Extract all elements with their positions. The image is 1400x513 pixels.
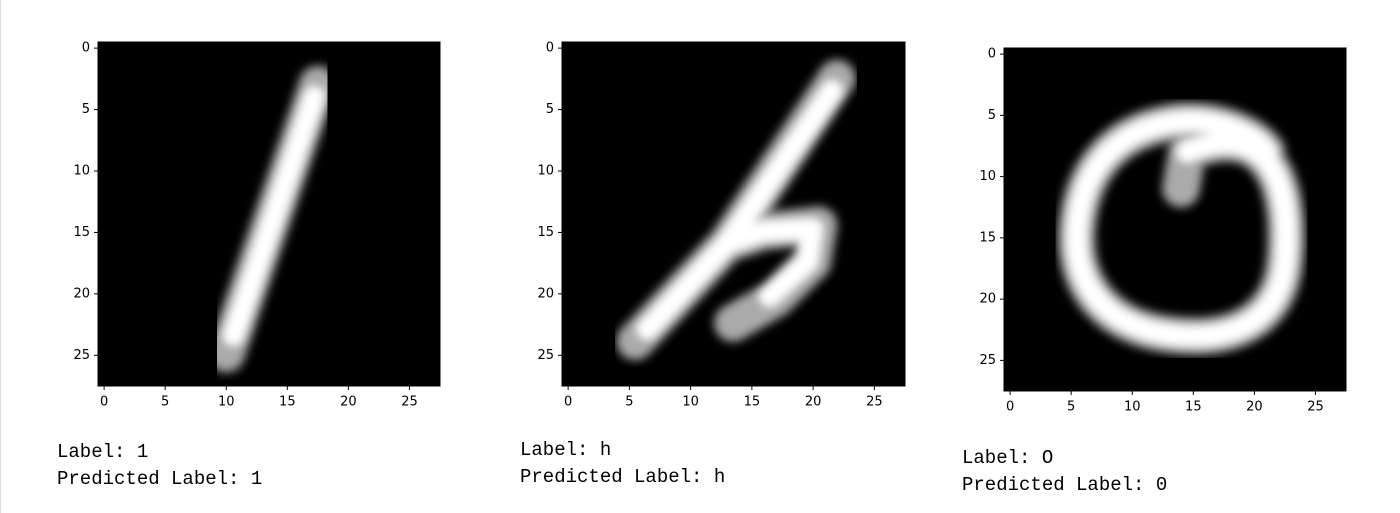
caption: Predicted Label: 0 — [962, 474, 1167, 496]
y-tick-label: 15 — [537, 225, 554, 240]
x-tick-label: 10 — [218, 395, 235, 410]
x-tick-label: 20 — [805, 395, 822, 410]
y-tick-label: 15 — [73, 225, 90, 240]
x-tick-label: 5 — [1067, 400, 1075, 415]
y-tick-label: 0 — [546, 41, 554, 56]
x-tick-label: 15 — [279, 395, 296, 410]
y-tick-label: 0 — [988, 47, 996, 62]
y-tick-label: 0 — [82, 41, 90, 56]
y-tick-label: 25 — [73, 348, 90, 363]
y-tick-label: 10 — [979, 169, 996, 184]
caption: Predicted Label: 1 — [57, 468, 262, 490]
x-tick-label: 15 — [744, 395, 761, 410]
axes-spine — [561, 41, 906, 387]
x-tick-label: 0 — [100, 395, 108, 410]
x-tick-label: 25 — [1307, 400, 1324, 415]
letter-o — [1055, 100, 1307, 357]
caption: Label: O — [962, 447, 1053, 469]
caption: Predicted Label: h — [520, 466, 725, 488]
axes-spine — [97, 41, 441, 387]
y-tick-label: 5 — [82, 102, 90, 117]
y-tick-label: 20 — [979, 292, 996, 307]
caption: Label: 1 — [57, 441, 148, 463]
axes-spine — [1003, 47, 1347, 392]
x-tick-label: 20 — [1246, 400, 1263, 415]
y-tick-label: 5 — [988, 108, 996, 123]
y-tick-label: 5 — [546, 102, 554, 117]
x-tick-label: 5 — [161, 395, 169, 410]
y-tick-label: 25 — [979, 353, 996, 368]
y-tick-label: 10 — [537, 164, 554, 179]
x-tick-label: 25 — [866, 395, 883, 410]
y-tick-label: 20 — [537, 286, 554, 301]
y-tick-label: 15 — [979, 230, 996, 245]
x-tick-label: 5 — [625, 395, 633, 410]
y-tick-label: 25 — [537, 348, 554, 363]
caption: Label: h — [520, 439, 611, 461]
x-tick-label: 0 — [564, 395, 572, 410]
x-tick-label: 10 — [1124, 400, 1141, 415]
x-tick-label: 0 — [1006, 400, 1014, 415]
x-tick-label: 10 — [682, 395, 699, 410]
x-tick-label: 20 — [340, 395, 357, 410]
x-tick-label: 15 — [1185, 400, 1202, 415]
y-tick-label: 10 — [73, 164, 90, 179]
letter-h — [614, 57, 858, 362]
x-tick-label: 25 — [401, 395, 418, 410]
y-tick-label: 20 — [73, 286, 90, 301]
digit-one — [205, 63, 339, 375]
